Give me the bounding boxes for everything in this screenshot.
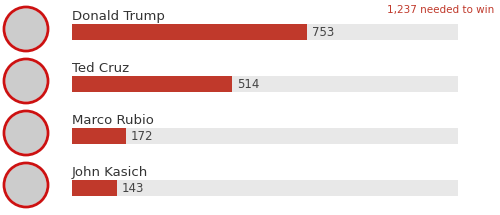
Circle shape: [6, 165, 46, 205]
FancyBboxPatch shape: [72, 76, 233, 92]
Text: 143: 143: [122, 181, 144, 195]
Text: 172: 172: [130, 129, 153, 143]
Text: Ted Cruz: Ted Cruz: [72, 62, 129, 75]
FancyBboxPatch shape: [72, 76, 458, 92]
Text: 753: 753: [312, 26, 334, 38]
Circle shape: [6, 113, 46, 153]
FancyBboxPatch shape: [72, 128, 458, 144]
Text: Donald Trump: Donald Trump: [72, 10, 165, 23]
Text: Marco Rubio: Marco Rubio: [72, 114, 154, 127]
FancyBboxPatch shape: [72, 180, 117, 196]
FancyBboxPatch shape: [72, 180, 458, 196]
Circle shape: [6, 61, 46, 101]
Text: 1,237 needed to win: 1,237 needed to win: [387, 5, 494, 15]
Text: John Kasich: John Kasich: [72, 166, 148, 179]
Text: 514: 514: [238, 77, 260, 91]
FancyBboxPatch shape: [72, 24, 307, 40]
FancyBboxPatch shape: [72, 24, 458, 40]
Circle shape: [6, 9, 46, 49]
FancyBboxPatch shape: [72, 128, 126, 144]
